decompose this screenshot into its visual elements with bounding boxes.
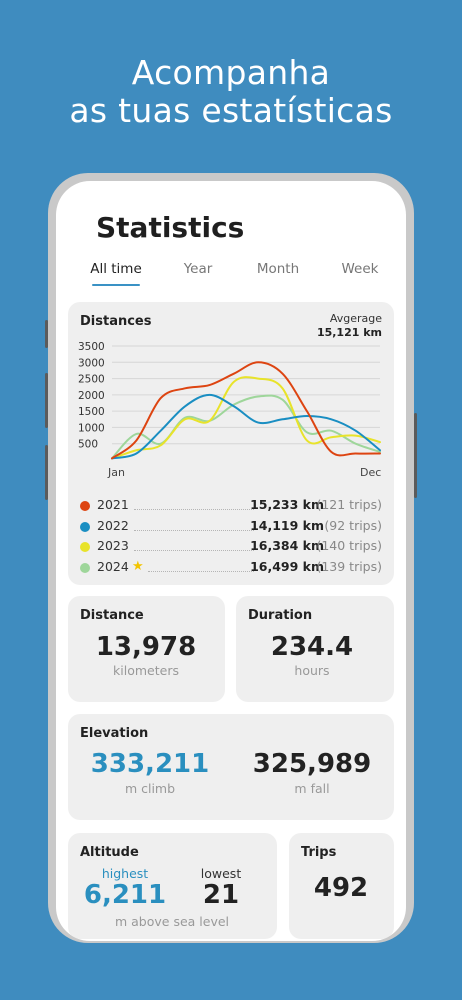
legend-trips: (140 trips) xyxy=(316,538,382,553)
legend-trips: (139 trips) xyxy=(316,558,382,574)
x-tick-label-end: Dec xyxy=(360,466,381,479)
distance-card[interactable]: Distance 13,978 kilometers xyxy=(68,596,225,702)
y-tick-label: 2000 xyxy=(78,390,105,402)
app-screen: Statistics All time Year Month Week Dist… xyxy=(56,181,406,941)
distance-title: Distance xyxy=(80,608,144,623)
altitude-lowest-label: lowest xyxy=(200,866,242,881)
legend-color-dot xyxy=(80,562,90,573)
legend-row-2021: 2021 15,233 km (121 trips) xyxy=(80,496,382,517)
x-tick-label-start: Jan xyxy=(107,466,125,479)
duration-title: Duration xyxy=(248,608,313,623)
phone-silent-switch xyxy=(45,320,48,348)
altitude-unit: m above sea level xyxy=(114,914,230,929)
legend-dot-leader xyxy=(134,550,254,551)
legend-year: 2022 xyxy=(97,517,129,533)
phone-volume-up-button xyxy=(45,373,48,428)
tab-week[interactable]: Week xyxy=(341,261,379,277)
star-icon: ★ xyxy=(132,558,144,574)
promo-headline: Acompanha as tuas estatísticas xyxy=(0,54,462,130)
series-line-2024 xyxy=(111,394,381,460)
legend-km: 16,499 km xyxy=(250,558,324,574)
altitude-card[interactable]: Altitude highest 6,211 lowest 21 m above… xyxy=(68,833,277,939)
altitude-title: Altitude xyxy=(80,845,139,860)
duration-card[interactable]: Duration 234.4 hours xyxy=(236,596,394,702)
elevation-fall-unit: m fall xyxy=(294,781,330,796)
trips-value: 492 xyxy=(313,873,369,903)
legend-dot-leader xyxy=(134,509,254,510)
legend-color-dot xyxy=(80,542,90,552)
distances-title: Distances xyxy=(80,314,152,329)
series-line-2022 xyxy=(111,393,381,460)
legend-dot-leader xyxy=(134,529,254,531)
legend-row-2022: 2022 14,119 km (92 trips) xyxy=(80,517,382,538)
legend-row-2023: 2023 16,384 km (140 trips) xyxy=(80,537,382,558)
elevation-climb-value: 333,211 xyxy=(90,749,210,779)
series-line-2021 xyxy=(111,361,381,460)
tab-year[interactable]: Year xyxy=(183,261,213,277)
elevation-fall-value: 325,989 xyxy=(252,749,372,779)
series-line-2023 xyxy=(111,376,381,460)
legend-km: 16,384 km xyxy=(250,538,324,553)
average-value: 15,121 km xyxy=(316,326,382,339)
average-block: Avgerage 15,121 km xyxy=(317,312,382,340)
y-tick-label: 2500 xyxy=(78,374,105,386)
phone-frame: Statistics All time Year Month Week Dist… xyxy=(45,173,417,943)
phone-volume-down-button xyxy=(45,445,48,500)
phone-power-button xyxy=(414,413,417,498)
distances-card[interactable]: Distances Avgerage 15,121 km 500 1000 1500… xyxy=(68,302,394,585)
legend-trips: (92 trips) xyxy=(324,517,382,533)
legend-year: 2023 xyxy=(97,538,129,553)
duration-value: 234.4 xyxy=(270,632,354,662)
legend-year: 2021 xyxy=(97,497,129,512)
y-tick-label: 3500 xyxy=(78,341,105,353)
y-tick-label: 1500 xyxy=(78,406,105,418)
altitude-highest-value: 6,211 xyxy=(83,880,167,910)
headline-line-2: as tuas estatísticas xyxy=(69,91,393,130)
legend-color-dot xyxy=(80,521,90,532)
headline-line-1: Acompanha xyxy=(131,53,331,92)
tab-month[interactable]: Month xyxy=(256,261,300,277)
legend-km: 14,119 km xyxy=(250,517,324,533)
legend-color-dot xyxy=(80,501,90,511)
y-tick-label: 1000 xyxy=(78,422,105,434)
average-label: Avgerage xyxy=(329,312,382,325)
legend-year: 2024 xyxy=(97,558,129,574)
trips-title: Trips xyxy=(301,845,337,860)
legend-trips: (121 trips) xyxy=(316,497,382,512)
period-tabs: All time Year Month Week xyxy=(78,261,406,286)
trips-card[interactable]: Trips 492 xyxy=(289,833,394,939)
duration-unit: hours xyxy=(294,663,330,678)
elevation-title: Elevation xyxy=(80,726,149,741)
legend-km: 15,233 km xyxy=(250,497,324,512)
distances-line-chart: 500 1000 1500 2000 2500 3000 3500 Jan Dec xyxy=(78,341,381,479)
tab-all-time[interactable]: All time xyxy=(90,261,142,277)
distances-legend: 2021 15,233 km (121 trips) 2022 14,119 km (92… xyxy=(80,496,382,578)
y-tick-label: 3000 xyxy=(78,357,105,369)
page-title: Statistics xyxy=(96,211,245,244)
elevation-climb-unit: m climb xyxy=(124,781,176,796)
legend-row-2024: 2024 ★ 16,499 km (139 trips) xyxy=(80,558,382,579)
legend-dot-leader xyxy=(148,570,254,572)
distance-value: 13,978 xyxy=(95,632,197,662)
altitude-lowest-value: 21 xyxy=(202,880,240,910)
active-tab-indicator xyxy=(92,284,140,286)
elevation-card[interactable]: Elevation 333,211 m climb 325,989 m fall xyxy=(68,714,394,820)
y-tick-label: 500 xyxy=(78,439,98,451)
altitude-highest-label: highest xyxy=(101,866,149,881)
distance-unit: kilometers xyxy=(113,663,179,678)
